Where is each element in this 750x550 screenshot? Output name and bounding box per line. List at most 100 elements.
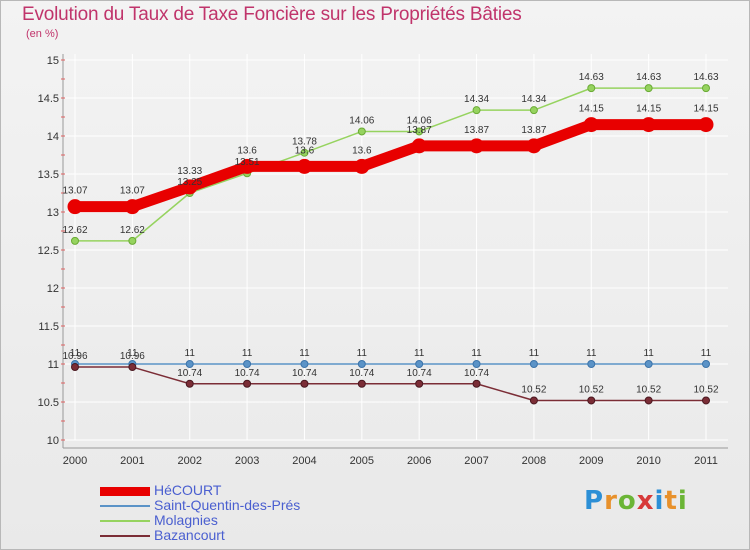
legend-swatch	[100, 486, 150, 496]
x-tick-label: 2004	[292, 455, 316, 467]
data-label-2: 14.63	[636, 72, 661, 83]
data-label-1: 11	[586, 348, 597, 359]
series-point-3	[243, 379, 252, 388]
data-label-2: 14.34	[464, 94, 489, 105]
y-tick-label: 14.5	[38, 93, 59, 105]
y-tick-label: 13.5	[38, 169, 59, 181]
series-point-0	[526, 138, 542, 154]
legend-label: HéCOURT	[154, 482, 222, 498]
data-label-0: 13.6	[352, 145, 372, 156]
x-tick-label: 2010	[636, 455, 660, 467]
series-point-2	[128, 236, 137, 245]
data-label-0: 14.15	[693, 104, 718, 115]
series-line-0	[69, 119, 712, 213]
series-point-1	[587, 360, 596, 368]
series-point-0	[67, 199, 83, 215]
data-label-3: 10.52	[636, 384, 661, 395]
data-label-1: 11	[185, 348, 196, 359]
series-point-0	[354, 158, 370, 174]
series-point-3	[300, 379, 309, 388]
data-label-3: 10.52	[579, 384, 604, 395]
y-tick-label: 12.5	[38, 245, 59, 257]
series-point-2	[71, 236, 79, 245]
series-point-0	[124, 199, 140, 215]
series-point-1	[243, 360, 252, 368]
series-point-1	[357, 360, 366, 368]
y-tick-label: 10	[47, 435, 59, 447]
data-label-3: 10.74	[464, 368, 489, 379]
x-tick-label: 2009	[579, 455, 603, 467]
data-label-2: 14.63	[693, 72, 718, 83]
series-point-3	[185, 379, 194, 388]
data-label-3: 10.74	[407, 368, 432, 379]
y-tick-label: 12	[47, 283, 59, 295]
series-point-0	[239, 158, 255, 174]
legend-swatch	[100, 520, 150, 522]
data-label-0: 13.07	[62, 186, 87, 197]
x-tick-label: 2011	[694, 455, 718, 467]
data-label-3: 10.74	[177, 368, 202, 379]
data-label-1: 11	[643, 348, 654, 359]
data-label-0: 13.6	[295, 145, 315, 156]
data-label-0: 14.15	[579, 104, 604, 115]
series-point-0	[698, 117, 714, 133]
data-label-0: 13.07	[120, 186, 145, 197]
series-point-1	[415, 360, 424, 368]
data-label-1: 11	[127, 348, 138, 359]
x-tick-label: 2001	[120, 455, 144, 467]
data-label-0: 13.33	[177, 166, 202, 177]
legend-label: Saint-Quentin-des-Prés	[154, 497, 301, 513]
series-point-2	[415, 127, 424, 136]
series-point-2	[300, 148, 309, 157]
series-point-3	[472, 379, 481, 388]
series-point-2	[472, 106, 481, 115]
series-point-3	[644, 396, 653, 405]
data-label-1: 11	[242, 348, 253, 359]
data-label-2: 12.62	[62, 225, 87, 236]
x-tick-label: 2005	[350, 455, 374, 467]
data-label-0: 13.6	[237, 145, 257, 156]
chart-subtitle: (en %)	[26, 28, 59, 40]
grid-lines	[63, 54, 728, 441]
data-labels: 13.07 13.07 13.33 13.6 13.6 13.6 13.87 13.87 13.…	[62, 72, 718, 395]
series-line-2	[74, 87, 707, 242]
data-label-2: 12.62	[120, 225, 145, 236]
x-tick-label: 2000	[63, 455, 87, 467]
series-point-1	[300, 360, 309, 368]
series-point-0	[641, 117, 657, 133]
series-point-0	[411, 138, 427, 154]
series-point-2	[702, 84, 710, 93]
series-point-2	[644, 84, 653, 93]
x-tick-label: 2006	[407, 455, 431, 467]
data-label-2: 14.34	[521, 94, 546, 105]
series-point-3	[529, 396, 538, 405]
legend-label: Molagnies	[154, 512, 218, 528]
data-label-2: 13.78	[292, 137, 317, 148]
proxiti-logo: Proxiti	[584, 486, 688, 516]
series-point-0	[296, 158, 312, 174]
data-label-1: 11	[70, 348, 81, 359]
data-label-2: 13.51	[235, 157, 260, 168]
series-point-3	[415, 379, 424, 388]
series-point-1	[702, 360, 710, 368]
y-tick-label: 10.5	[38, 397, 59, 409]
legend-label: Bazancourt	[154, 527, 225, 543]
x-tick-label: 2003	[235, 455, 259, 467]
data-label-1: 11	[357, 348, 368, 359]
data-label-1: 11	[299, 348, 310, 359]
data-label-3: 10.74	[235, 368, 260, 379]
series-point-0	[583, 117, 599, 133]
series-point-0	[182, 179, 198, 195]
data-label-3: 10.74	[349, 368, 374, 379]
data-label-0: 13.87	[521, 125, 546, 136]
series-point-3	[357, 379, 366, 388]
data-label-1: 11	[471, 348, 482, 359]
series-point-1	[185, 360, 194, 368]
series-point-3	[128, 363, 137, 372]
series-line-3	[74, 366, 707, 402]
data-label-2: 13.25	[177, 177, 202, 188]
series-point-3	[71, 363, 79, 372]
legend-swatch	[100, 535, 150, 537]
legend-swatch	[100, 505, 150, 507]
